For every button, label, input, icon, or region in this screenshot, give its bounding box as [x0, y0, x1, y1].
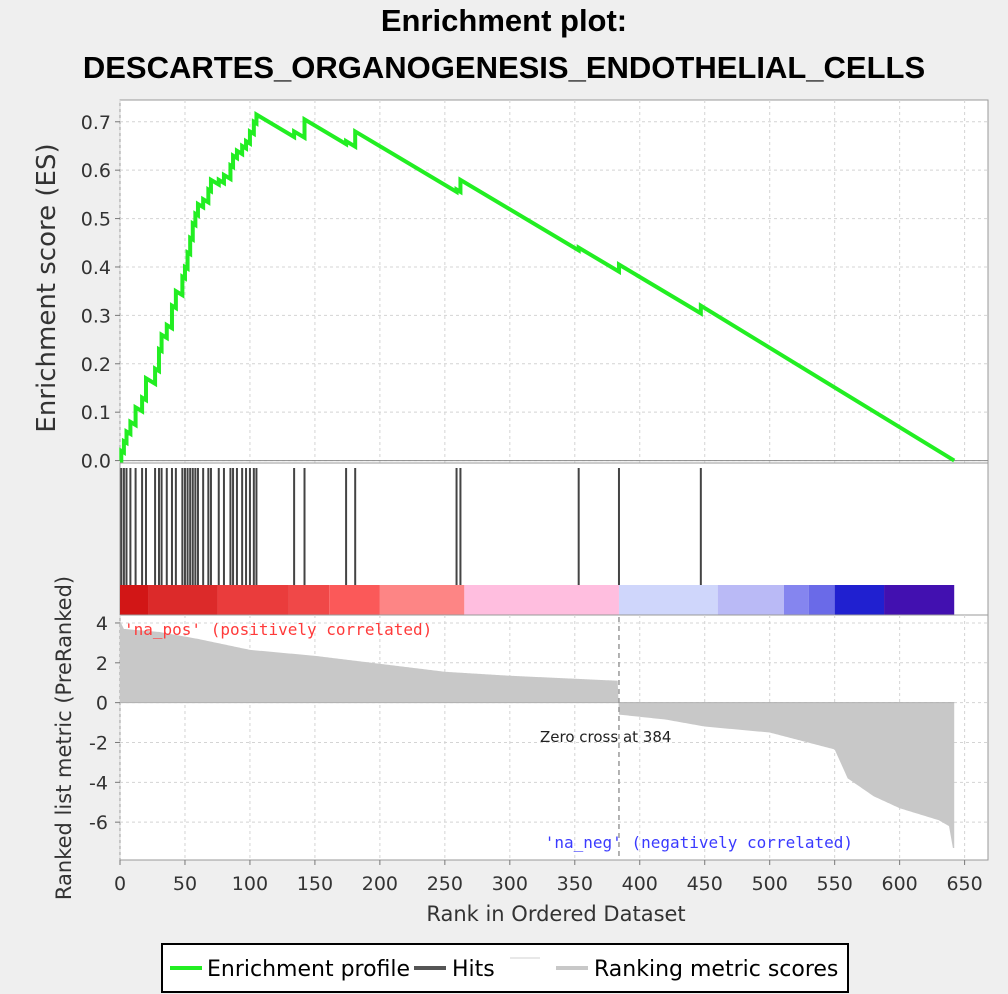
legend: Enrichment profile Hits Ranking metric s… [161, 943, 849, 993]
es-y-ticks: 0.0 0.1 0.2 0.3 0.4 0.5 0.6 0.7 [81, 112, 120, 473]
metric-tick-label: 2 [96, 653, 108, 675]
x-tick-label: 0 [114, 873, 126, 895]
chart-title-line2: DESCARTES_ORGANOGENESIS_ENDOTHELIAL_CELL… [83, 50, 925, 85]
es-plot-area [119, 99, 989, 464]
legend-box [161, 943, 849, 993]
colorbar-segment [329, 585, 380, 615]
colorbar-segment [464, 585, 619, 615]
x-tick-label: 400 [622, 873, 658, 895]
metric-y-ticks: 4 2 0 -2 -4 -6 [89, 613, 120, 834]
legend-enrichment-profile: Enrichment profile [207, 957, 410, 982]
x-tick-label: 200 [362, 873, 398, 895]
ranking-metric-area [120, 620, 955, 849]
x-tick-label: 50 [173, 873, 197, 895]
legend-ranking-metric-scores: Ranking metric scores [594, 957, 838, 982]
colorbar-segment [783, 585, 809, 615]
es-tick-label: 0.5 [81, 209, 111, 231]
metric-tick-label: -2 [89, 732, 108, 754]
es-tick-label: 0.7 [81, 112, 111, 134]
es-tick-label: 0.2 [81, 354, 111, 376]
colorbar-segment [884, 585, 955, 615]
es-tick-label: 0.4 [81, 257, 111, 279]
x-tick-label: 650 [946, 873, 982, 895]
colorbar-segment [618, 585, 718, 615]
colorbar-segment [379, 585, 465, 615]
colorbar-segment [808, 585, 835, 615]
x-tick-label: 300 [492, 873, 528, 895]
x-tick-label: 350 [557, 873, 593, 895]
metric-tick-label: 4 [96, 613, 108, 635]
x-tick-label: 250 [427, 873, 463, 895]
x-axis-label: Rank in Ordered Dataset [426, 902, 685, 926]
x-tick-label: 450 [687, 873, 723, 895]
enrichment-profile-line [119, 110, 956, 463]
legend-hits: Hits [452, 957, 495, 982]
metric-grid [119, 615, 988, 860]
es-tick-label: 0.6 [81, 160, 111, 182]
hits-panel [119, 462, 989, 616]
positive-correlation-label: 'na_pos' (positively correlated) [124, 620, 432, 639]
colorbar-segment [717, 585, 784, 615]
metric-panel: 4 2 0 -2 -4 -6 Ranked list metric (PreRanked)… [52, 576, 989, 900]
metric-y-axis-label: Ranked list metric (PreRanked) [52, 576, 76, 900]
es-y-axis-label: Enrichment score (ES) [32, 143, 62, 432]
x-tick-label: 150 [297, 873, 333, 895]
colorbar-segment [217, 585, 289, 615]
x-ticks: 0 50 100 150 200 250 300 350 400 450 500 550 600 650 [114, 860, 983, 895]
es-panel: 0.0 0.1 0.2 0.3 0.4 0.5 0.6 0.7 Enrichment scor… [32, 99, 989, 473]
ranking-metric-bars [120, 620, 955, 849]
hit-lines [120, 468, 702, 585]
x-tick-label: 600 [882, 873, 918, 895]
colorbar-segment [120, 585, 149, 615]
x-tick-label: 100 [232, 873, 268, 895]
chart-title-line1: Enrichment plot: [381, 3, 627, 38]
es-tick-label: 0.3 [81, 305, 111, 327]
colorbar-segment [288, 585, 330, 615]
ranking-colorbar [120, 585, 955, 615]
metric-tick-label: -4 [89, 772, 108, 794]
x-tick-label: 550 [817, 873, 853, 895]
zero-cross-label: Zero cross at 384 [540, 728, 671, 746]
colorbar-segment [148, 585, 218, 615]
es-tick-label: 0.0 [81, 451, 111, 473]
negative-correlation-label: 'na_neg' (negatively correlated) [545, 833, 853, 852]
es-tick-label: 0.1 [81, 402, 111, 424]
colorbar-segment [834, 585, 885, 615]
metric-tick-label: 0 [96, 693, 108, 715]
x-tick-label: 500 [752, 873, 788, 895]
metric-tick-label: -6 [89, 812, 108, 834]
